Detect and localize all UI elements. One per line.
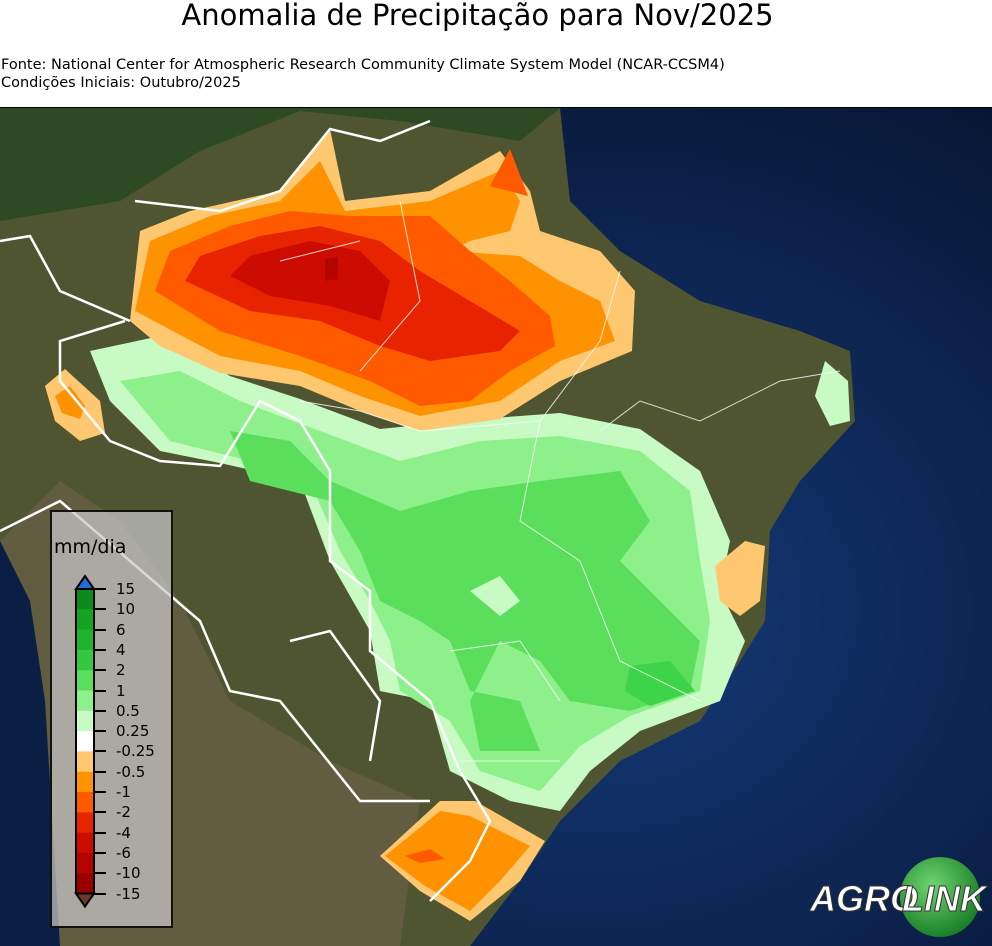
agrolink-logo: AGRO LINK [809,857,989,937]
legend-unit: mm/dia [54,536,127,558]
colorbar-tick-label: -1 [116,783,131,801]
colorbar-tick-label: -15 [116,884,141,903]
anomaly-light-blob [470,576,520,616]
colorbar-tick-mark [94,730,106,733]
colorbar-tick-mark [94,608,106,611]
colorbar-tick-mark [94,588,106,590]
colorbar-tick-label: -2 [116,803,131,822]
colorbar-tick-label: -4 [116,823,131,842]
colorbar-segment [76,832,94,854]
colorbar-segment [76,731,94,752]
colorbar-segment [76,629,94,651]
colorbar-segment [76,690,94,712]
colorbar-segment [76,812,94,834]
colorbar-tick-mark [94,648,106,651]
source-text: Fonte: National Center for Atmospheric R… [1,57,725,73]
map-title: Anomalia de Precipitação para Nov/2025 [181,0,774,32]
colorbar-tick-mark [94,750,106,753]
colorbar-tick-mark [94,709,106,712]
colorbar-tick-label: -0.5 [116,762,146,781]
pacific-ocean [0,541,60,946]
svg-text:LINK: LINK [902,878,989,919]
anomaly-west-orange-core [55,386,85,419]
anomaly-east-orange [715,541,765,616]
colorbar-segment [76,771,94,793]
colorbar-tick-mark [94,791,106,793]
colorbar-tick-label: 6 [116,620,126,639]
anomaly-neg6-neg10 [325,257,338,281]
anomaly-ne-green [815,361,850,426]
colorbar-segment [76,670,94,691]
colorbar-tick-mark [94,689,106,692]
anomaly-ne-orange [490,149,528,196]
initial-conditions-text: Condições Iniciais: Outubro/2025 [1,75,241,91]
colorbar-under-arrow [74,892,96,909]
colorbar-tick-mark [94,669,106,672]
colorbar-tick-mark [94,872,106,875]
colorbar [74,574,96,909]
colorbar-segment [76,751,94,773]
colorbar-tick-label: -6 [116,843,131,862]
colorbar-tick-label: 1 [116,681,126,700]
colorbar-tick-label: -10 [116,864,141,883]
colorbar-tick-label: 0.25 [116,722,150,741]
colorbar-tick-label: 2 [116,661,126,680]
colorbar-segment [76,589,94,610]
colorbar-segment [76,792,94,813]
colorbar-tick-mark [94,831,106,834]
colorbar-tick-label: 10 [116,600,136,619]
colorbar-tick-label: 0.5 [116,701,140,720]
colorbar-tick-mark [94,851,106,854]
colorbar-tick-mark [94,892,106,895]
colorbar-over-arrow [74,574,96,590]
northern-forest [0,108,560,221]
colorbar-legend: mm/dia 15 10 6 4 2 1 0.5 0.25 -0.25 -0.5 -1 -2 -4 -6 -… [50,510,173,928]
anomaly-south-orange-core [385,811,530,911]
colorbar-tick-mark [94,628,106,631]
colorbar-frame [75,588,95,895]
anomaly-south-red [405,849,445,863]
anomaly-neg4-neg6 [230,241,390,321]
colorbar-segment [76,873,94,894]
colorbar-segment [76,649,94,671]
colorbar-segment [76,852,94,874]
state-borders [279,200,841,762]
colorbar-tick-label: -0.25 [116,742,155,761]
colorbar-tick-mark [94,811,106,814]
colorbar-segment [76,710,94,732]
colorbar-tick-label: 15 [116,580,136,598]
colorbar-tick-label: 4 [116,640,126,659]
colorbar-tick-mark [94,770,106,773]
colorbar-segment [76,609,94,631]
svg-text:AGRO: AGRO [809,878,918,919]
anomaly-1-2 [230,431,700,751]
